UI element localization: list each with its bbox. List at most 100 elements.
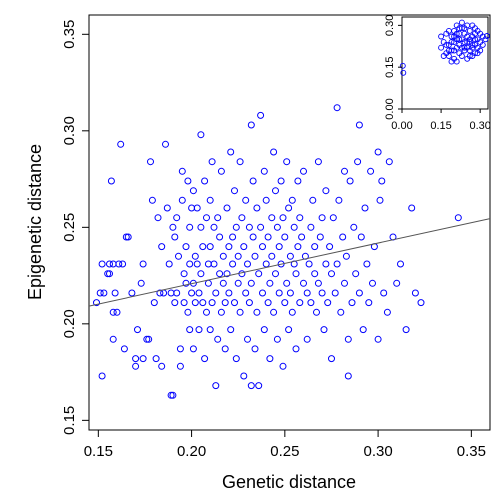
data-point [93, 299, 100, 307]
data-point [296, 299, 304, 307]
data-point [335, 196, 343, 204]
inset-data-point [466, 27, 473, 34]
data-point [216, 270, 224, 278]
data-point [186, 260, 194, 268]
inset-data-point [472, 25, 478, 32]
data-point [210, 260, 218, 268]
data-point [273, 223, 281, 231]
data-point [188, 289, 196, 297]
data-point [402, 326, 410, 334]
inset-y-tick-label: 0.15 [384, 56, 396, 77]
inset-data-point [438, 33, 445, 40]
data-point [326, 243, 334, 251]
data-point [189, 279, 197, 287]
data-point [286, 289, 294, 297]
data-point [277, 177, 285, 185]
inset-data-point [456, 25, 463, 32]
data-point [109, 308, 117, 316]
data-point [132, 362, 140, 370]
data-point [253, 204, 261, 212]
data-point [288, 308, 296, 316]
y-tick-label: 0.25 [61, 213, 78, 242]
inset-data-point [469, 44, 476, 51]
data-point [300, 167, 307, 175]
data-point [281, 299, 289, 307]
inset-y-tick-label: 0.00 [384, 98, 396, 119]
data-point [139, 355, 147, 363]
inset-y-tick-label: 0.30 [384, 15, 396, 36]
inset-data-point [458, 25, 465, 32]
data-point [294, 243, 302, 251]
data-point [247, 121, 255, 129]
data-point [324, 299, 332, 307]
data-point [307, 223, 315, 231]
data-point [193, 260, 201, 268]
data-point [298, 233, 306, 241]
data-point [150, 299, 158, 307]
data-point [322, 187, 330, 195]
data-point [285, 204, 293, 212]
data-point [247, 279, 255, 287]
data-point [208, 299, 216, 307]
data-point [240, 243, 248, 251]
data-point [223, 204, 231, 212]
data-point [357, 233, 365, 241]
data-point [346, 177, 354, 185]
data-point [363, 260, 371, 268]
data-point [219, 279, 227, 287]
data-point [408, 204, 416, 212]
data-point [328, 270, 335, 278]
data-point [169, 223, 177, 231]
data-point [331, 289, 339, 297]
x-tick-label: 0.25 [270, 443, 299, 460]
data-point [354, 158, 362, 166]
data-point [173, 214, 181, 222]
data-point [245, 299, 253, 307]
data-point [225, 289, 233, 297]
data-point [328, 355, 335, 363]
data-point [290, 223, 298, 231]
data-point [242, 289, 250, 297]
data-point [232, 223, 240, 231]
data-point [193, 204, 201, 212]
data-point [270, 148, 278, 156]
data-point [283, 158, 291, 166]
data-point [279, 214, 287, 222]
data-point [341, 279, 348, 287]
data-point [221, 299, 229, 307]
data-point [115, 260, 123, 268]
inset-data-point [445, 27, 452, 34]
data-point [231, 187, 238, 195]
x-tick-label: 0.20 [177, 443, 206, 460]
data-point [320, 326, 328, 334]
data-point [264, 299, 272, 307]
data-point [376, 196, 384, 204]
data-point [231, 299, 238, 307]
data-point [303, 335, 311, 343]
data-point [221, 345, 229, 353]
x-tick-label: 0.15 [84, 443, 113, 460]
data-point [189, 187, 197, 195]
main-plot-frame [88, 14, 491, 431]
data-point [378, 177, 386, 185]
inset-data-point [479, 41, 486, 48]
data-point [411, 289, 419, 297]
data-point [249, 233, 257, 241]
data-point [272, 270, 279, 278]
data-point [111, 289, 119, 297]
inset-data-point [443, 41, 450, 48]
data-point [288, 196, 296, 204]
data-point [163, 204, 171, 212]
data-point [259, 243, 266, 251]
data-point [124, 233, 132, 241]
data-point [292, 345, 300, 353]
data-point [417, 299, 425, 307]
data-point [117, 140, 125, 148]
data-point [234, 252, 242, 260]
inset-data-point [477, 30, 484, 37]
data-point [210, 223, 218, 231]
main-x-axis: 0.15 0.20 0.25 0.30 0.35 [84, 430, 486, 460]
data-point [214, 214, 222, 222]
data-point [137, 279, 145, 287]
